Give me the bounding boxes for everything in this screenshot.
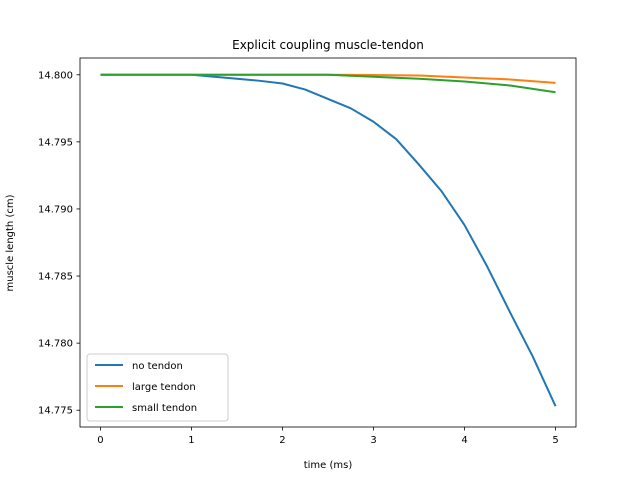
x-tick-label: 1 [188, 435, 194, 446]
legend-label-0: no tendon [132, 361, 183, 372]
plot-area: 0 1 2 3 4 5 14.775 14.780 14.785 14.790 14.795 14.8… [38, 57, 577, 446]
x-tick-label: 0 [97, 435, 103, 446]
y-tick-label: 14.780 [38, 339, 73, 350]
legend: no tendon large tendon small tendon [86, 353, 229, 422]
series-line-0 [100, 73, 557, 407]
y-tick-label: 14.785 [38, 272, 73, 283]
y-tick-label: 14.795 [38, 137, 73, 148]
legend-label-2: small tendon [132, 403, 197, 414]
y-tick-label: 14.790 [38, 204, 73, 215]
x-tick-label: 2 [279, 435, 285, 446]
series-line-2 [100, 73, 556, 94]
x-axis-label: time (ms) [304, 460, 353, 471]
legend-box [86, 353, 229, 422]
y-tick-label: 14.775 [38, 406, 73, 417]
y-tick-label: 14.800 [38, 70, 73, 81]
chart-title: Explicit coupling muscle-tendon [232, 38, 424, 52]
x-tick-label: 5 [552, 435, 558, 446]
axes-frame [79, 57, 577, 428]
x-tick-label: 3 [370, 435, 376, 446]
y-axis-label: muscle length (cm) [5, 194, 16, 291]
legend-label-1: large tendon [132, 382, 196, 393]
x-tick-label: 4 [461, 435, 467, 446]
